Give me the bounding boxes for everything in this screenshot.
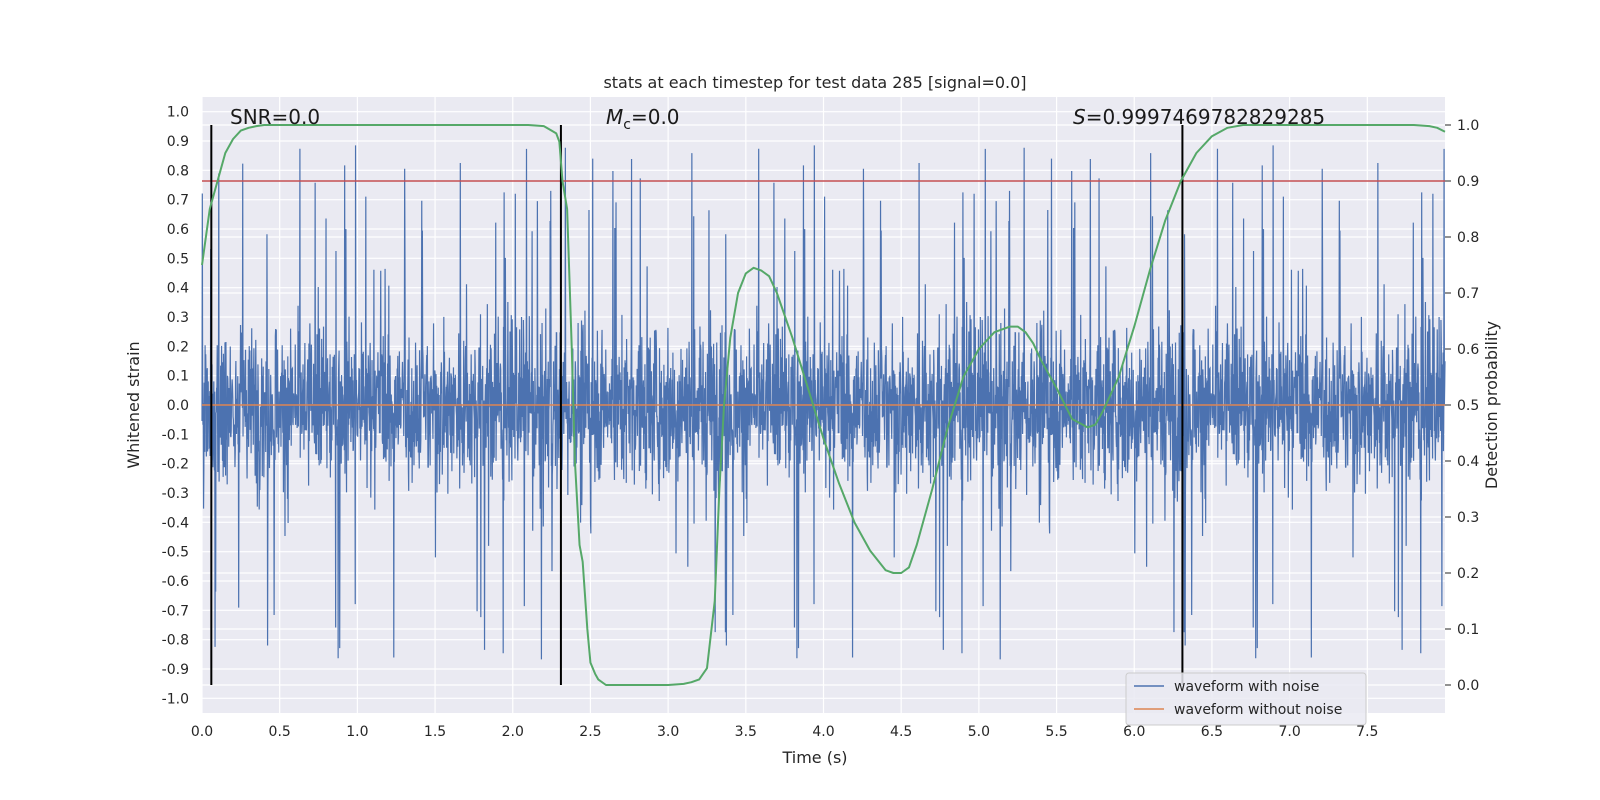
y-tick-label: -1.0 [162,691,189,707]
y2-tick-label: 0.8 [1457,230,1479,246]
y-axis-label: Whitened strain [124,341,143,468]
y-tick-label: 1.0 [167,105,189,121]
y-tick-label: 0.3 [167,310,189,326]
y-tick-label: -0.3 [162,486,189,502]
x-tick-label: 6.0 [1123,724,1145,740]
y2-tick-label: 0.5 [1457,398,1479,414]
y2-axis-ticks: 1.0 0.9 0.8 0.7 0.6 0.5 0.4 0.3 0.2 0.1 0.0 [1445,118,1479,694]
s-value: =0.9997469782829285 [1086,105,1325,129]
y2-tick-label: 0.7 [1457,286,1479,302]
y-tick-label: -0.2 [162,457,189,473]
y2-axis-label: Detection probability [1482,321,1501,489]
chart-title: stats at each timestep for test data 285… [603,73,1026,92]
x-tick-label: 5.5 [1045,724,1067,740]
x-tick-label: 4.5 [890,724,912,740]
mc-value: =0.0 [631,105,680,129]
x-tick-label: 1.5 [424,724,446,740]
y2-tick-label: 0.9 [1457,174,1479,190]
detection-probability-series [201,124,1446,686]
x-tick-label: 2.5 [579,724,601,740]
x-tick-label: 3.0 [657,724,679,740]
legend-label-noise: waveform with noise [1174,679,1319,695]
x-tick-label: 7.0 [1278,724,1300,740]
y-tick-label: 0.5 [167,251,189,267]
y-tick-label: 0.4 [167,281,189,297]
y-tick-label: 0.9 [167,134,189,150]
y-tick-label: -0.5 [162,545,189,561]
y2-tick-label: 0.6 [1457,342,1479,358]
x-tick-label: 1.0 [346,724,368,740]
x-tick-label: 3.5 [735,724,757,740]
x-axis-ticks: 0.0 0.5 1.0 1.5 2.0 2.5 3.0 3.5 4.0 4.5 5.0 5.5 6.0 6… [191,724,1379,740]
y2-tick-label: 0.1 [1457,622,1479,638]
y2-tick-label: 0.2 [1457,566,1479,582]
x-tick-label: 6.5 [1201,724,1223,740]
legend-box [1125,672,1367,726]
y-axis-ticks: 1.0 0.9 0.8 0.7 0.6 0.5 0.4 0.3 0.2 0.1 0.0 -0.1 -0.… [162,105,189,708]
y-tick-label: 0.8 [167,163,189,179]
y2-tick-label: 0.4 [1457,454,1479,470]
x-tick-label: 2.0 [502,724,524,740]
noisy-waveform-line [201,145,1446,660]
y-tick-label: -0.4 [162,515,189,531]
noisy-waveform-series [201,145,1446,660]
y-tick-label: -0.1 [162,427,189,443]
snr-annotation: SNR=0.0 [230,105,320,129]
y-tick-label: 0.6 [167,222,189,238]
legend: waveform with noise waveform without noi… [1125,672,1367,726]
y2-tick-label: 0.0 [1457,678,1479,694]
y-tick-label: 0.0 [167,398,189,414]
vertical-markers [210,125,1184,685]
x-tick-label: 0.0 [191,724,213,740]
x-tick-label: 5.0 [968,724,990,740]
y-tick-label: -0.9 [162,662,189,678]
x-axis-label: Time (s) [781,748,847,767]
x-tick-label: 4.0 [812,724,834,740]
s-symbol: S [1073,105,1086,129]
y-tick-label: -0.8 [162,633,189,649]
detection-probability-line [201,124,1446,686]
x-tick-label: 0.5 [269,724,291,740]
legend-label-clean: waveform without noise [1174,702,1342,718]
s-annotation: S=0.9997469782829285 [1073,105,1325,129]
y2-tick-label: 0.3 [1457,510,1479,526]
y-tick-label: -0.7 [162,603,189,619]
mc-symbol: M [606,105,623,129]
y-tick-label: -0.6 [162,574,189,590]
x-tick-label: 7.5 [1356,724,1378,740]
y-tick-label: 0.2 [167,339,189,355]
y-tick-label: 0.1 [167,369,189,385]
mc-subscript: c [623,117,631,133]
y-tick-label: 0.7 [167,193,189,209]
mc-annotation: Mc=0.0 [606,105,680,133]
y2-tick-label: 1.0 [1457,118,1479,134]
